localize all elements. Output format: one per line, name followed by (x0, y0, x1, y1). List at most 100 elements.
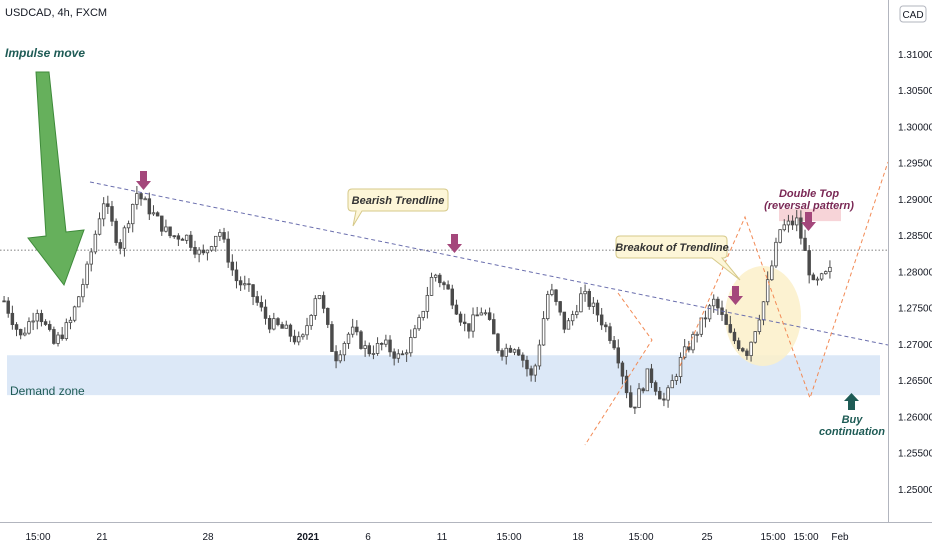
candle (110, 200, 114, 227)
candle (554, 289, 558, 306)
price-tick-label: 1.28500 (898, 231, 932, 242)
price-tick-label: 1.26500 (898, 376, 932, 387)
candle (160, 215, 164, 236)
candle (267, 315, 272, 334)
candle (828, 260, 832, 279)
candle (23, 327, 27, 337)
candle (363, 340, 367, 357)
candle (213, 235, 218, 252)
candle (392, 348, 396, 366)
candle (500, 348, 504, 361)
candle (496, 332, 500, 354)
candle (10, 305, 15, 330)
currency-badge[interactable]: CAD (899, 5, 927, 23)
time-tick-label: 11 (437, 532, 448, 543)
candle (118, 239, 123, 255)
candle (56, 331, 60, 347)
candle (326, 307, 330, 329)
price-axis[interactable]: 1.31000 1.30500 1.30000 1.29500 1.29000 1.285… (898, 50, 932, 496)
candle (533, 363, 538, 382)
candle (197, 247, 201, 263)
time-tick-label: 2021 (297, 532, 320, 543)
candle (786, 214, 791, 233)
candle (724, 309, 728, 325)
candle (243, 275, 247, 290)
candle (458, 311, 463, 326)
price-tick-label: 1.26000 (898, 412, 932, 423)
candle (251, 284, 255, 306)
candle (429, 272, 434, 296)
candle (359, 329, 363, 350)
candle (579, 287, 583, 313)
time-tick-label: 15:00 (760, 532, 785, 543)
candle (147, 192, 152, 220)
candle (438, 273, 442, 288)
buy-continuation-label: continuation (819, 426, 885, 438)
candle (72, 305, 77, 323)
candle (81, 278, 85, 303)
candle (815, 276, 820, 286)
candle (247, 278, 251, 292)
candle (89, 248, 93, 272)
candle (77, 295, 81, 308)
candle (695, 331, 699, 343)
candle (355, 320, 359, 336)
candle (222, 227, 226, 243)
candle (703, 310, 708, 328)
candle (68, 316, 73, 330)
candle (824, 270, 828, 275)
price-tick-label: 1.25500 (898, 449, 932, 460)
price-tick-label: 1.29000 (898, 195, 932, 206)
candle (641, 387, 645, 394)
candle (545, 290, 550, 321)
candle (616, 339, 621, 369)
candle (628, 385, 633, 408)
time-tick-label: 15:00 (496, 532, 521, 543)
candle (521, 352, 525, 368)
candle (624, 369, 629, 399)
candle (566, 317, 571, 330)
candle (570, 310, 575, 326)
candle (35, 309, 40, 330)
candle (716, 296, 720, 315)
candle (342, 341, 347, 362)
candle (101, 197, 106, 227)
candle (280, 321, 284, 329)
candle (255, 290, 259, 306)
projection-lines (584, 161, 889, 446)
candle (180, 237, 185, 241)
candle (379, 342, 384, 351)
double-top-sublabel: (reversal pattern) (764, 200, 854, 212)
candle (272, 312, 276, 331)
candle (371, 345, 376, 360)
time-tick-label: Feb (831, 532, 849, 543)
candle (612, 336, 616, 350)
candle (595, 299, 600, 322)
time-axis[interactable]: 15:00 21 28 2021 6 11 15:00 18 15:00 25 15:00 15:00… (25, 532, 849, 543)
candle (417, 314, 421, 331)
candle (608, 322, 612, 344)
down-arrow-icon (801, 212, 816, 231)
candle (757, 314, 762, 335)
candle (321, 291, 326, 314)
candle (130, 203, 135, 233)
candle (604, 321, 608, 333)
candle (288, 323, 293, 342)
candle (658, 387, 662, 400)
candle (43, 319, 48, 326)
candle (184, 234, 189, 244)
candle (425, 286, 430, 319)
candle (749, 341, 753, 362)
candle (126, 220, 131, 233)
candle (189, 231, 193, 252)
candle (819, 272, 824, 281)
candle (413, 324, 417, 339)
candle (396, 349, 401, 363)
candle (27, 317, 31, 335)
candle (334, 345, 338, 369)
candle (778, 229, 782, 244)
candle (446, 280, 450, 290)
candle (516, 346, 521, 356)
price-tick-label: 1.30500 (898, 86, 932, 97)
